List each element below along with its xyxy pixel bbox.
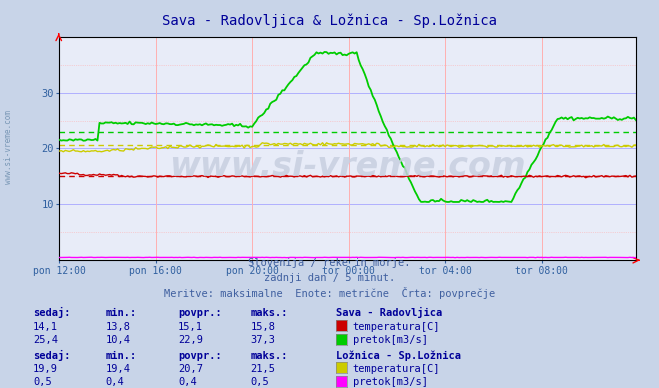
Text: maks.:: maks.: — [250, 308, 288, 318]
Text: 22,9: 22,9 — [178, 335, 203, 345]
Text: 13,8: 13,8 — [105, 322, 130, 332]
Text: Sava - Radovljica: Sava - Radovljica — [336, 307, 442, 318]
Text: sedaj:: sedaj: — [33, 307, 71, 318]
Text: povpr.:: povpr.: — [178, 308, 221, 318]
Text: zadnji dan / 5 minut.: zadnji dan / 5 minut. — [264, 273, 395, 283]
Text: 19,4: 19,4 — [105, 364, 130, 374]
Text: 14,1: 14,1 — [33, 322, 58, 332]
Text: Slovenija / reke in morje.: Slovenija / reke in morje. — [248, 258, 411, 268]
Text: 21,5: 21,5 — [250, 364, 275, 374]
Text: 0,5: 0,5 — [250, 377, 269, 387]
Text: pretok[m3/s]: pretok[m3/s] — [353, 377, 428, 387]
Text: sedaj:: sedaj: — [33, 350, 71, 360]
Text: temperatura[C]: temperatura[C] — [353, 364, 440, 374]
Text: 0,4: 0,4 — [105, 377, 124, 387]
Text: 20,7: 20,7 — [178, 364, 203, 374]
Text: maks.:: maks.: — [250, 350, 288, 360]
Text: 0,4: 0,4 — [178, 377, 196, 387]
Text: min.:: min.: — [105, 308, 136, 318]
Text: 15,8: 15,8 — [250, 322, 275, 332]
Text: povpr.:: povpr.: — [178, 350, 221, 360]
Text: 37,3: 37,3 — [250, 335, 275, 345]
Text: 25,4: 25,4 — [33, 335, 58, 345]
Text: 10,4: 10,4 — [105, 335, 130, 345]
Text: temperatura[C]: temperatura[C] — [353, 322, 440, 332]
Text: Sava - Radovljica & Ložnica - Sp.Ložnica: Sava - Radovljica & Ložnica - Sp.Ložnica — [162, 14, 497, 28]
Text: 0,5: 0,5 — [33, 377, 51, 387]
Text: www.si-vreme.com: www.si-vreme.com — [4, 111, 13, 184]
Text: Ložnica - Sp.Ložnica: Ložnica - Sp.Ložnica — [336, 350, 461, 360]
Text: 15,1: 15,1 — [178, 322, 203, 332]
Text: pretok[m3/s]: pretok[m3/s] — [353, 335, 428, 345]
Text: Meritve: maksimalne  Enote: metrične  Črta: povprečje: Meritve: maksimalne Enote: metrične Črta… — [164, 287, 495, 299]
Text: www.si-vreme.com: www.si-vreme.com — [169, 150, 526, 183]
Text: min.:: min.: — [105, 350, 136, 360]
Text: 19,9: 19,9 — [33, 364, 58, 374]
